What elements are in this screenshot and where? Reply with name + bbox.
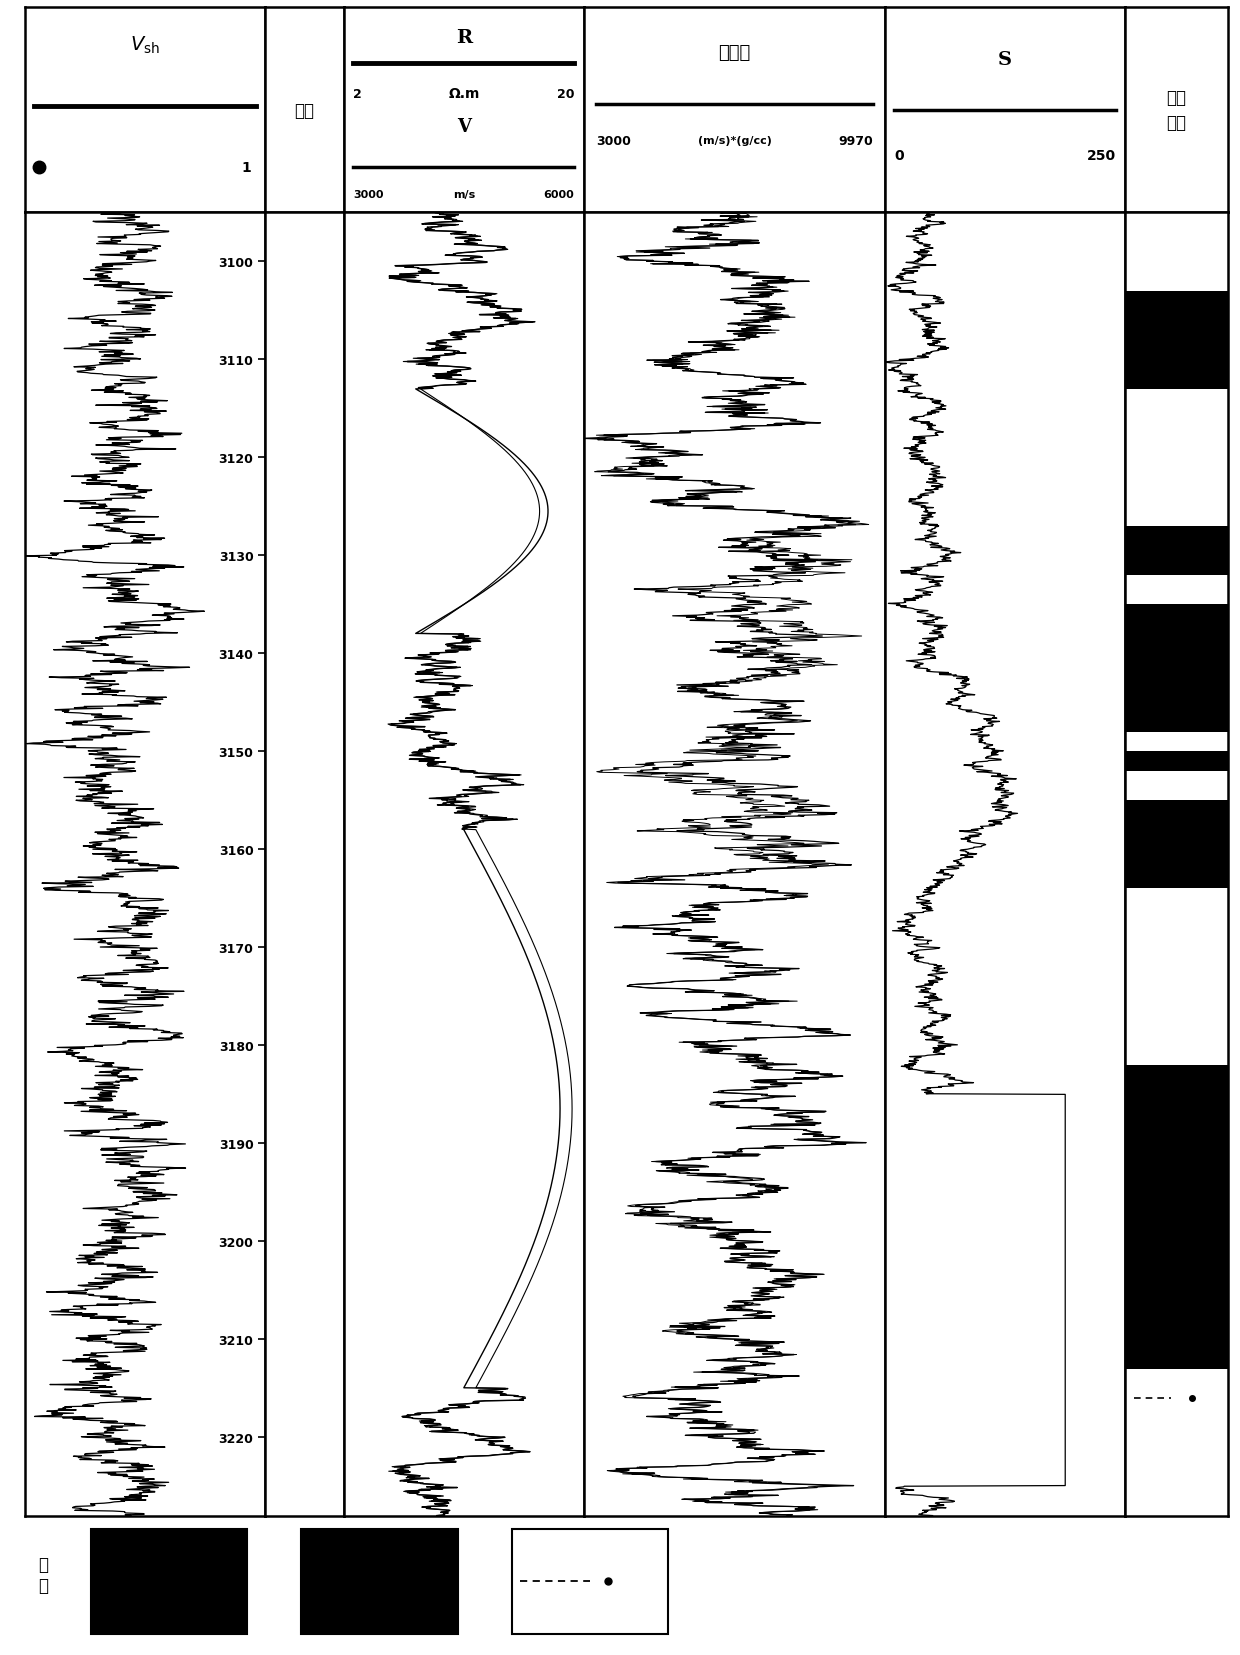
Text: 1: 1	[241, 161, 250, 175]
Text: 3000: 3000	[353, 190, 383, 200]
Bar	[1126, 751, 1228, 771]
Text: R: R	[456, 28, 472, 46]
Text: 6000: 6000	[543, 190, 574, 200]
Text: 深度: 深度	[294, 101, 315, 119]
Text: 气层: 气层	[160, 1653, 179, 1655]
Text: 含气水层: 含气水层	[572, 1653, 609, 1655]
Text: 图
例: 图 例	[38, 1556, 48, 1594]
Bar	[1126, 1428, 1228, 1516]
Text: 250: 250	[1086, 149, 1116, 162]
Text: 波阻抗: 波阻抗	[718, 45, 750, 63]
Bar	[512, 1529, 668, 1633]
Bar	[1126, 389, 1228, 526]
Bar	[301, 1529, 458, 1633]
Text: (m/s)*(g/cc): (m/s)*(g/cc)	[698, 136, 771, 146]
Text: 9970: 9970	[838, 136, 873, 147]
Bar	[1126, 576, 1228, 604]
Bar	[1126, 771, 1228, 801]
Bar	[1126, 889, 1228, 1066]
Text: V: V	[456, 118, 471, 136]
Bar	[1126, 1369, 1228, 1428]
Text: Ω.m: Ω.m	[448, 88, 480, 101]
Bar	[1126, 291, 1228, 389]
Bar	[1126, 801, 1228, 889]
Bar	[1126, 1066, 1228, 1369]
Text: $V_{\mathrm{sh}}$: $V_{\mathrm{sh}}$	[130, 35, 160, 56]
Text: 0: 0	[894, 149, 904, 162]
Bar	[1126, 604, 1228, 732]
Text: 3000: 3000	[596, 136, 631, 147]
Text: 解释
结论: 解释 结论	[1167, 89, 1187, 132]
Text: 2: 2	[353, 88, 362, 101]
Bar	[1126, 213, 1228, 291]
Bar	[1126, 732, 1228, 751]
Text: 20: 20	[557, 88, 574, 101]
Text: S: S	[998, 51, 1012, 68]
Text: m/s: m/s	[453, 190, 475, 200]
Text: 气水层: 气水层	[366, 1653, 393, 1655]
Bar	[91, 1529, 247, 1633]
Bar	[1126, 526, 1228, 576]
